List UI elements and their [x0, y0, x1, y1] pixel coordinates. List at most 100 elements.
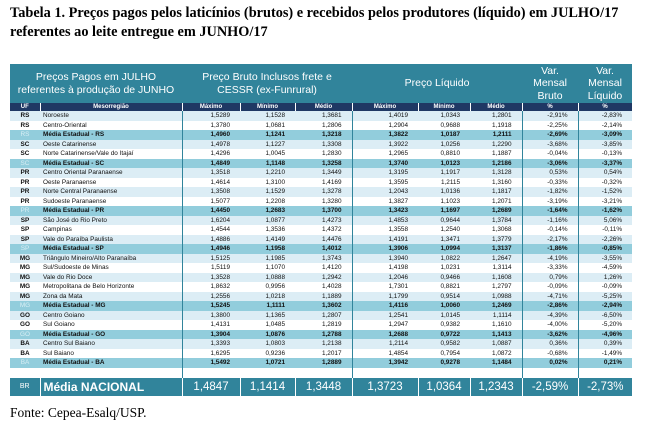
cell-net-min: 1,0136 — [418, 187, 471, 197]
cell-gross-avg: 1,2017 — [295, 348, 353, 358]
cell-gross-max: 1,4886 — [181, 234, 241, 244]
cell-var-gross: -2,91% — [521, 111, 579, 121]
cell-gross-max: 1,4614 — [181, 177, 241, 187]
cell-gross-avg: 1,2788 — [295, 329, 353, 339]
cell-gross-min: 0,9956 — [240, 282, 296, 292]
cell-gross-avg: 1,3308 — [295, 139, 353, 149]
cell-net-min: 0,8810 — [418, 149, 471, 159]
cell-net-avg: 1,2071 — [470, 196, 523, 206]
cell-var-net: -2,83% — [577, 111, 633, 121]
cell-gross-max: 1,5245 — [181, 301, 241, 311]
cell-net-min: 1,0343 — [418, 111, 471, 121]
cell-var-gross: -1,86% — [521, 244, 579, 254]
cell-gross-min: 1,1365 — [240, 310, 296, 320]
cell-var-gross: -0,33% — [521, 177, 579, 187]
cell-gross-min: 1,1985 — [240, 253, 296, 263]
cell-gross-max: 1,4450 — [181, 206, 241, 216]
cell-mesoregion: Sudoeste Paranaense — [40, 196, 183, 206]
cell-net-max: 1,1799 — [351, 291, 419, 301]
state-average-row: SP Média Estadual - SP 1,4946 1,1958 1,4012 1… — [10, 244, 633, 254]
cell-uf: SC — [10, 149, 40, 159]
cell-net-avg: 1,1817 — [470, 187, 523, 197]
cell-net-avg: 1,3784 — [470, 215, 523, 225]
cell-gross-min: 1,1529 — [240, 187, 296, 197]
cell-uf: BA — [10, 339, 40, 349]
cell-net-avg: 1,1114 — [470, 310, 523, 320]
cell-net-max: 1,4198 — [351, 263, 419, 273]
cell-uf: GO — [10, 329, 40, 339]
cell-gross-max: 1,4847 — [181, 377, 241, 396]
table-row: GO Sul Goiano 1,4131 1,0485 1,2819 1,2947 0,93… — [10, 320, 633, 330]
cell-net-max: 1,3940 — [351, 253, 419, 263]
subheader-net-avg: Médio — [470, 103, 523, 111]
cell-net-max: 1,4116 — [351, 301, 419, 311]
cell-gross-avg: 1,4273 — [295, 215, 353, 225]
cell-net-max: 1,3942 — [351, 358, 419, 368]
cell-mesoregion: Média NACIONAL — [39, 377, 183, 396]
cell-gross-avg: 1,3280 — [295, 196, 353, 206]
cell-var-net: -1,62% — [577, 206, 633, 216]
cell-gross-max: 1,5289 — [181, 111, 241, 121]
cell-var-net: -0,11% — [577, 225, 633, 235]
cell-net-avg: 1,1918 — [470, 120, 523, 130]
cell-net-min: 0,9722 — [418, 329, 471, 339]
cell-gross-min: 1,0681 — [240, 120, 296, 130]
table-row: PR Centro Oriental Paranaense 1,3518 1,2210… — [10, 168, 633, 178]
state-average-row: BA Média Estadual - BA 1,5492 1,0721 1,2889 1… — [10, 358, 633, 368]
table-row: PR Sudoeste Paranaense 1,5077 1,2208 1,3280 1… — [10, 196, 633, 206]
cell-gross-avg: 1,3448 — [294, 377, 353, 396]
subheader-gross-min: Mínimo — [240, 103, 296, 111]
cell-var-gross: -0,68% — [521, 348, 579, 358]
cell-gross-min: 1,1528 — [240, 111, 296, 121]
cell-net-avg: 1,3068 — [470, 225, 523, 235]
cell-uf: RS — [10, 130, 40, 140]
cell-gross-avg: 1,2138 — [295, 339, 353, 349]
cell-net-min: 1,0822 — [418, 253, 471, 263]
cell-var-net: -3,85% — [577, 139, 633, 149]
cell-net-max: 1,3827 — [351, 196, 419, 206]
cell-gross-min: 1,0218 — [240, 291, 296, 301]
cell-uf: MG — [10, 301, 40, 311]
cell-gross-max: 1,5119 — [181, 263, 241, 273]
cell-uf: RS — [10, 120, 40, 130]
cell-gross-max: 1,4946 — [181, 244, 241, 254]
cell-net-min: 1,1023 — [418, 196, 471, 206]
header-net-price: Preço Líquido — [352, 64, 523, 103]
cell-mesoregion: São José do Rio Preto — [40, 215, 183, 225]
cell-gross-max: 1,3904 — [181, 329, 241, 339]
cell-uf: MG — [10, 253, 40, 263]
cell-gross-max: 1,4960 — [181, 130, 241, 140]
table-row: SP Campinas 1,4544 1,3536 1,4372 1,3558 1,2540… — [10, 225, 633, 235]
cell-net-avg: 1,1610 — [470, 320, 523, 330]
cell-net-avg: 1,3128 — [470, 168, 523, 178]
cell-uf: GO — [10, 320, 40, 330]
cell-net-avg: 1,1484 — [470, 358, 523, 368]
subheader-gross-avg: Médio — [295, 103, 353, 111]
cell-var-net: -0,09% — [577, 282, 633, 292]
cell-uf: BA — [10, 348, 40, 358]
cell-gross-min: 1,0877 — [240, 215, 296, 225]
cell-net-max: 1,2688 — [351, 329, 419, 339]
cell-gross-max: 1,3780 — [181, 120, 241, 130]
cell-var-gross: -3,06% — [521, 158, 579, 168]
state-average-row: PR Média Estadual - PR 1,4450 1,2683 1,3700 1… — [10, 206, 633, 216]
subheader-net-min: Mínimo — [418, 103, 471, 111]
cell-net-avg: 1,0988 — [470, 291, 523, 301]
state-average-row: RS Média Estadual - RS 1,4960 1,1241 1,3218 1… — [10, 130, 633, 140]
cell-net-avg: 1,3114 — [470, 263, 523, 273]
cell-gross-max: 1,5077 — [181, 196, 241, 206]
cell-gross-avg: 1,2830 — [295, 149, 353, 159]
table-row: SC Oeste Catarinense 1,4978 1,1227 1,3308 1,3… — [10, 139, 633, 149]
cell-uf: PR — [10, 168, 40, 178]
table-row: RS Centro-Oriental 1,3780 1,0681 1,2806 1,290… — [10, 120, 633, 130]
cell-mesoregion: Zona da Mata — [40, 291, 183, 301]
cell-net-max: 1,2947 — [351, 320, 419, 330]
cell-mesoregion: Norte Catarinense/Vale do Itajaí — [40, 149, 183, 159]
cell-gross-avg: 1,4120 — [295, 263, 353, 273]
header-period: Preços Pagos em JULHO referentes à produ… — [10, 64, 183, 103]
header-var-gross: Var. Mensal Bruto — [522, 64, 579, 103]
cell-net-min: 1,0364 — [417, 377, 471, 396]
cell-var-gross: -3,62% — [521, 329, 579, 339]
cell-gross-max: 1,2556 — [181, 291, 241, 301]
cell-mesoregion: Média Estadual - RS — [40, 130, 183, 140]
